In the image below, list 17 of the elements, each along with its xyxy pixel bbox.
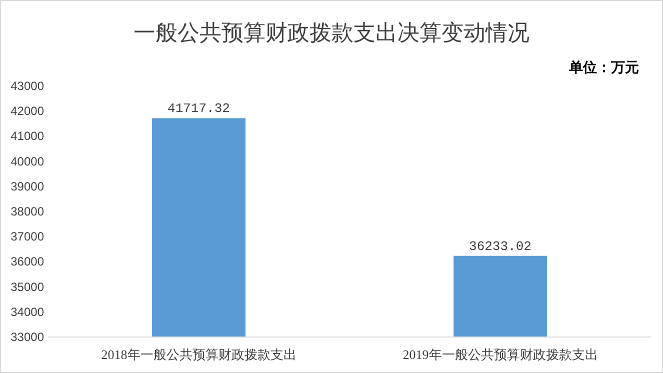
y-tick-label: 35000 (10, 280, 44, 294)
y-tick-label: 41000 (10, 129, 44, 144)
y-tick-label: 40000 (10, 154, 44, 168)
y-tick-label: 33000 (10, 330, 44, 344)
y-tick-label: 39000 (10, 179, 44, 194)
text: 单位：万元 (568, 60, 639, 76)
y-tick-label: 38000 (10, 204, 44, 218)
data-label: 36233.02 (469, 238, 532, 254)
x-tick-label: 2018年一般公共预算财政拨款支出 (101, 347, 296, 362)
y-tick-label: 37000 (10, 230, 44, 244)
y-tick-label: 36000 (10, 254, 44, 269)
y-tick-label: 34000 (10, 304, 44, 319)
y-tick-label: 43000 (10, 79, 44, 93)
y-tick-label: 42000 (10, 104, 44, 118)
chart-title: 一般公共预算财政拨款支出决算变动情况 (134, 20, 530, 45)
data-label: 41717.32 (168, 101, 230, 116)
x-tick-label: 2019年一般公共预算财政拨款支出 (402, 347, 598, 362)
